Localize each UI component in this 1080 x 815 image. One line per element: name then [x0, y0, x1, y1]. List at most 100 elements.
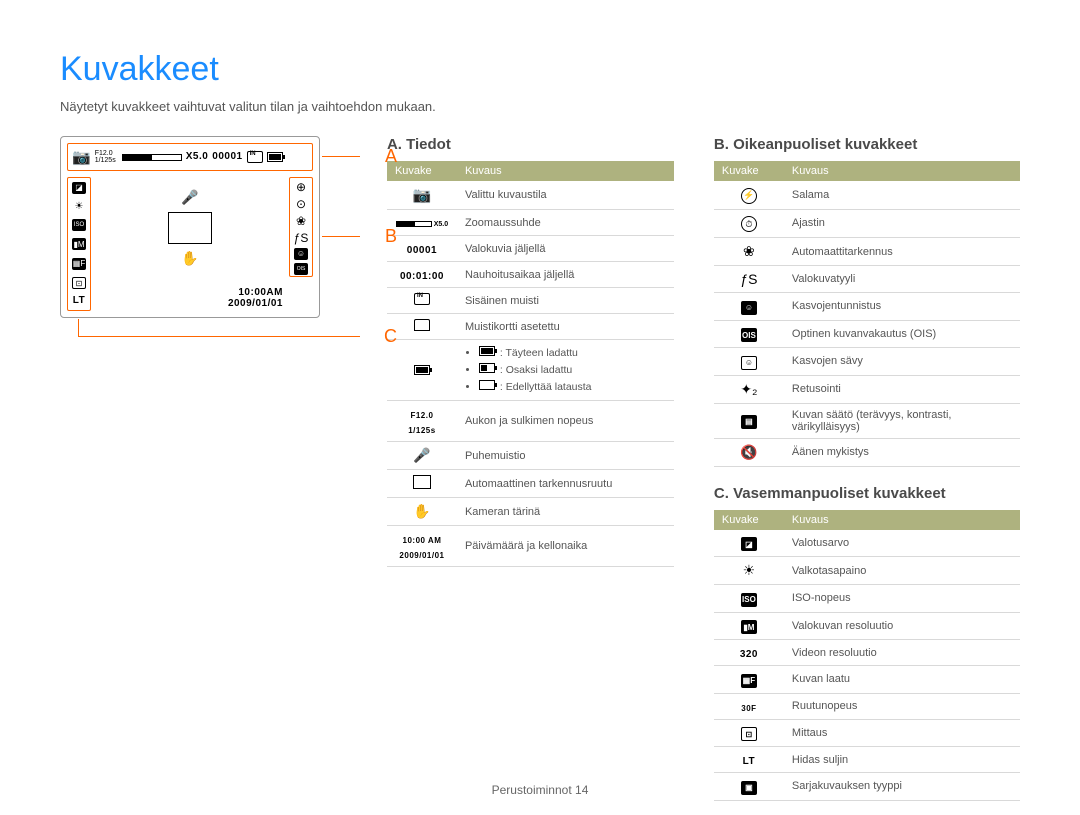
icon-cell: ▦F	[714, 666, 784, 694]
icon-cell: ƒS	[714, 266, 784, 293]
face-icon: ☺	[294, 248, 308, 260]
lcd-region-c: ◪ ☀ ISO ▮M ▦F ⊡ LT	[67, 177, 91, 311]
icon-cell: ✋	[387, 498, 457, 526]
desc-cell: Valittu kuvaustila	[457, 181, 674, 210]
icon-cell: 🔇	[714, 438, 784, 466]
th-c-desc: Kuvaus	[784, 510, 1020, 530]
table-row: LTHidas suljin	[714, 747, 1020, 773]
icon-cell: 10:00 AM2009/01/01	[387, 526, 457, 567]
mic-icon: 🎤	[181, 189, 198, 206]
page-subtitle: Näytetyt kuvakkeet vaihtuvat valitun til…	[60, 99, 1020, 114]
desc-cell: Kuvan säätö (terävyys, kontrasti, väriky…	[784, 403, 1020, 438]
table-row: X5.0Zoomaussuhde	[387, 210, 674, 236]
zoom-bar-icon	[122, 154, 182, 161]
section-c-title: C. Vasemmanpuoliset kuvakkeet	[714, 485, 1020, 502]
res-icon: ▮M	[72, 238, 86, 250]
desc-cell: Salama	[784, 181, 1020, 209]
table-row: ⚡Salama	[714, 181, 1020, 209]
shake-icon: ✋	[181, 250, 198, 267]
th-b-desc: Kuvaus	[784, 161, 1020, 181]
ois-icon: OIS	[294, 263, 308, 275]
table-row: ❀Automaattitarkennus	[714, 238, 1020, 266]
table-row: ISOISO-nopeus	[714, 585, 1020, 613]
table-row: 10:00 AM2009/01/01Päivämäärä ja kellonai…	[387, 526, 674, 567]
table-row: ◪Valotusarvo	[714, 530, 1020, 557]
icon-cell: 📷	[387, 181, 457, 210]
desc-cell: Videon resoluutio	[784, 640, 1020, 666]
desc-cell: Nauhoitusaikaa jäljellä	[457, 262, 674, 288]
desc-cell: Puhemuistio	[457, 442, 674, 470]
th-c-icon: Kuvake	[714, 510, 784, 530]
table-row: ƒSValokuvatyyli	[714, 266, 1020, 293]
icon-cell: 00001	[387, 236, 457, 262]
wb-icon: ☀	[75, 201, 84, 212]
icon-cell	[387, 288, 457, 314]
shots-text: 00001	[212, 152, 242, 162]
table-row: 🎤Puhemuistio	[387, 442, 674, 470]
desc-cell: Ruutunopeus	[784, 693, 1020, 719]
callout-line-c-vert	[78, 319, 79, 337]
table-row: 320Videon resoluutio	[714, 640, 1020, 666]
macro-icon: ❀	[296, 214, 306, 228]
meter-icon: ⊡	[72, 277, 86, 289]
desc-cell: Äänen mykistys	[784, 438, 1020, 466]
table-row: Automaattinen tarkennusruutu	[387, 470, 674, 498]
icon-cell: ✦₂	[714, 375, 784, 403]
icon-cell: 30F	[714, 693, 784, 719]
icon-cell: 00:01:00	[387, 262, 457, 288]
section-bc-column: B. Oikeanpuoliset kuvakkeet Kuvake Kuvau…	[714, 136, 1020, 801]
table-row: 📷Valittu kuvaustila	[387, 181, 674, 210]
lcd-datetime: 10:00AM 2009/01/01	[228, 287, 283, 309]
aperture-text: F12.0	[95, 150, 113, 157]
th-a-desc: Kuvaus	[457, 161, 674, 181]
icon-cell: 320	[714, 640, 784, 666]
table-row: : Täyteen ladattu : Osaksi ladattu : Ede…	[387, 340, 674, 401]
table-b: Kuvake Kuvaus ⚡Salama⏱Ajastin❀Automaatti…	[714, 161, 1020, 467]
table-row: F12.01/125sAukon ja sulkimen nopeus	[387, 401, 674, 442]
desc-cell: Päivämäärä ja kellonaika	[457, 526, 674, 567]
page-footer: Perustoiminnot 14	[0, 783, 1080, 797]
table-row: ✦₂Retusointi	[714, 375, 1020, 403]
lcd-wrap: 📷 F12.0 1/125s X5.0 00001 ⊕ ⊙ ❀ ƒS	[60, 136, 347, 318]
desc-cell: Aukon ja sulkimen nopeus	[457, 401, 674, 442]
label-c: C	[384, 326, 397, 347]
lcd-time: 10:00AM	[228, 287, 283, 298]
icon-cell	[387, 314, 457, 340]
icon-cell	[387, 470, 457, 498]
table-row: 00001Valokuvia jäljellä	[387, 236, 674, 262]
timer-icon: ⊙	[296, 197, 306, 211]
desc-cell: Optinen kuvanvakautus (OIS)	[784, 320, 1020, 348]
lcd-date: 2009/01/01	[228, 298, 283, 309]
table-c: Kuvake Kuvaus ◪Valotusarvo☀Valkotasapain…	[714, 510, 1020, 801]
icon-cell: ◪	[714, 530, 784, 557]
quality-icon: ▦F	[72, 258, 86, 270]
th-b-icon: Kuvake	[714, 161, 784, 181]
desc-cell: Ajastin	[784, 209, 1020, 238]
footer-page: 14	[575, 783, 588, 797]
table-row: 30FRuutunopeus	[714, 693, 1020, 719]
callout-line-c	[78, 336, 360, 337]
section-a-column: A. Tiedot Kuvake Kuvaus 📷Valittu kuvaust…	[387, 136, 674, 801]
table-row: 00:01:00Nauhoitusaikaa jäljellä	[387, 262, 674, 288]
battery-icon	[267, 152, 283, 162]
table-row: ▮MValokuvan resoluutio	[714, 612, 1020, 640]
desc-cell: Zoomaussuhde	[457, 210, 674, 236]
icon-cell	[387, 340, 457, 401]
ev-icon: ◪	[72, 182, 86, 194]
desc-cell: ISO-nopeus	[784, 585, 1020, 613]
page-title: Kuvakkeet	[60, 50, 1020, 89]
table-row: ☺Kasvojen sävy	[714, 348, 1020, 376]
table-row: 🔇Äänen mykistys	[714, 438, 1020, 466]
desc-cell: Valokuvatyyli	[784, 266, 1020, 293]
table-row: OISOptinen kuvanvakautus (OIS)	[714, 320, 1020, 348]
lt-icon: LT	[73, 296, 85, 306]
desc-cell: Mittaus	[784, 719, 1020, 747]
label-b: B	[385, 226, 397, 247]
icon-cell: ⊡	[714, 719, 784, 747]
icon-cell: F12.01/125s	[387, 401, 457, 442]
desc-cell: Retusointi	[784, 375, 1020, 403]
desc-cell: Sisäinen muisti	[457, 288, 674, 314]
lcd-region-a: 📷 F12.0 1/125s X5.0 00001	[67, 143, 313, 171]
desc-cell: Valokuvia jäljellä	[457, 236, 674, 262]
lcd-region-b: ⊕ ⊙ ❀ ƒS ☺ OIS	[289, 177, 313, 277]
